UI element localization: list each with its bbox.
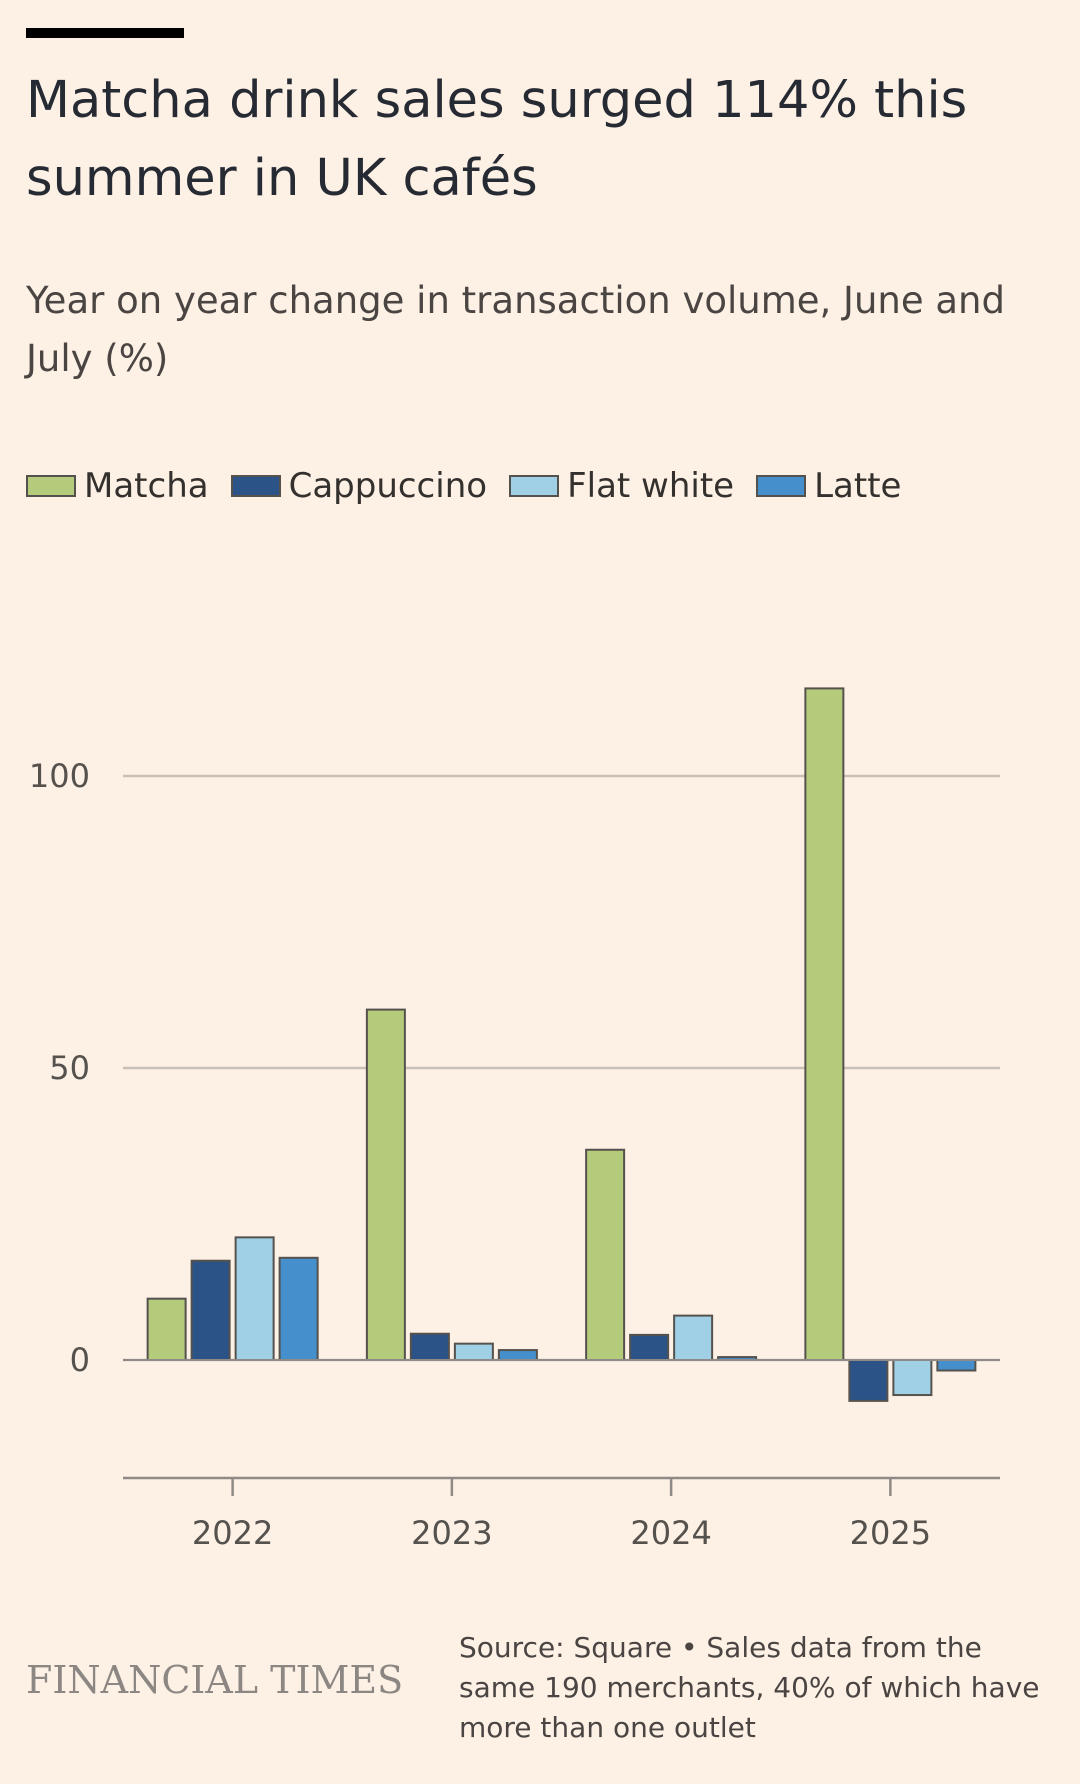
legend-label: Matcha: [84, 466, 209, 506]
bar-latte-2025: [936, 1359, 977, 1372]
bar-matcha-2025: [804, 687, 845, 1361]
legend-swatch: [230, 475, 281, 497]
x-tick-label: 2024: [630, 1514, 711, 1552]
y-tick-label: 100: [29, 757, 90, 795]
legend-label: Latte: [814, 466, 902, 506]
x-tick-label: 2023: [411, 1514, 492, 1552]
y-tick-label: 50: [49, 1049, 90, 1087]
chart-subtitle: Year on year change in transaction volum…: [26, 279, 1005, 380]
bar-flat-white-2022: [234, 1236, 275, 1361]
bar-cappuccino-2025: [848, 1359, 889, 1402]
x-tick-label: 2025: [850, 1514, 931, 1552]
bar-latte-2023: [497, 1349, 538, 1362]
legend-item-matcha: Matcha: [26, 466, 209, 506]
source-note: Source: Square • Sales data from the sam…: [459, 1631, 1040, 1744]
legend-item-latte: Latte: [756, 466, 901, 506]
chart-title: Matcha drink sales surged 114% this summ…: [26, 71, 968, 208]
bar-latte-2022: [278, 1256, 319, 1361]
bar-flat-white-2025: [892, 1359, 933, 1397]
legend-label: Flat white: [567, 466, 735, 506]
legend-swatch: [756, 475, 807, 497]
ft-logo: FINANCIAL TIMES: [26, 1658, 404, 1702]
bar-matcha-2022: [146, 1297, 187, 1361]
legend-swatch: [26, 475, 76, 497]
bar-matcha-2023: [365, 1008, 406, 1361]
legend-swatch: [509, 475, 560, 497]
bar-flat-white-2023: [453, 1342, 494, 1362]
x-tick-label: 2022: [192, 1514, 273, 1552]
bar-cappuccino-2024: [629, 1333, 670, 1361]
top-rule: [26, 28, 184, 38]
y-tick-label: 0: [70, 1341, 90, 1379]
legend-item-cappuccino: Cappuccino: [230, 466, 488, 506]
chart-legend: Matcha Cappuccino Flat white Latte: [26, 462, 923, 510]
bar-matcha-2024: [585, 1148, 626, 1362]
bar-chart: 0 50 100 2022 2023 2024 2025: [29, 687, 1000, 1552]
bar-cappuccino-2022: [190, 1259, 231, 1361]
legend-label: Cappuccino: [288, 466, 488, 506]
legend-item-flat-white: Flat white: [509, 466, 734, 506]
bar-flat-white-2024: [673, 1314, 714, 1362]
bar-cappuccino-2023: [409, 1332, 450, 1361]
